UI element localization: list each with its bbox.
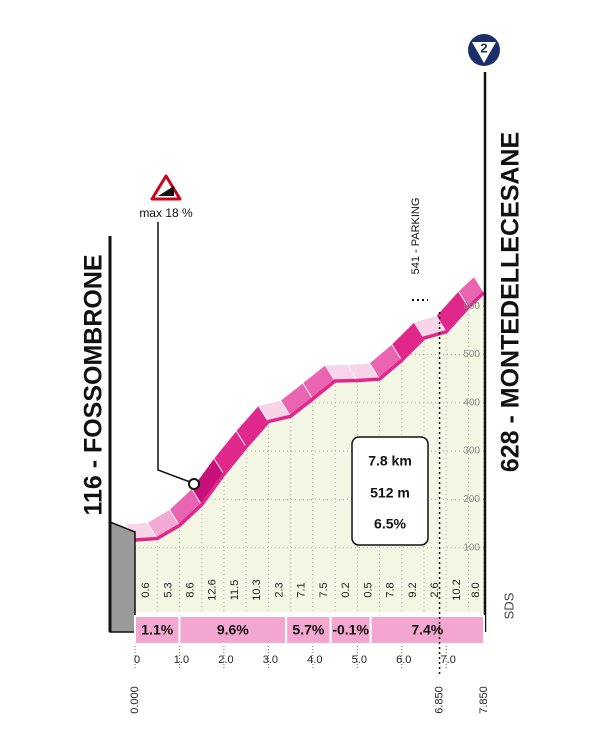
gradient-label: 9.2: [407, 582, 419, 597]
y-tick-label: 200: [463, 494, 480, 505]
x-tick-label: 6.0: [396, 654, 411, 666]
x-tick-label: 5.0: [352, 654, 367, 666]
y-tick-label: 500: [463, 349, 480, 360]
gradient-label: 2.6: [429, 582, 441, 597]
km-marker: 7.850: [478, 686, 490, 714]
badge-icon: [472, 42, 496, 63]
gradient-label: 0.5: [362, 582, 374, 597]
gradient-label: 10.2: [451, 579, 463, 600]
start-pillar: [109, 520, 136, 633]
sector: [285, 615, 332, 645]
max-gradient: max 18 %: [139, 206, 193, 220]
gradient-label: 11.5: [229, 580, 241, 601]
sector-label: 9.6%: [217, 622, 249, 638]
gradient-label: 8.6: [184, 582, 196, 597]
summary-distance: 7.8 km: [368, 453, 412, 469]
max-point: [188, 478, 200, 490]
plot-background: [135, 292, 484, 612]
y-tick-label: 100: [463, 542, 480, 553]
sector: [134, 615, 181, 645]
km-marker: 0.000: [129, 686, 141, 714]
sector-label: -0.1%: [332, 622, 369, 638]
gradient-label: 7.8: [385, 582, 397, 597]
y-tick-label: 300: [463, 446, 480, 457]
x-tick-label: 1.0: [174, 654, 189, 666]
area: [135, 292, 484, 612]
gradient-label: 5.3: [162, 582, 174, 597]
badge-number: 2: [480, 40, 487, 55]
gradient-label: 10.3: [251, 579, 263, 600]
y-tick-label: 400: [463, 397, 480, 408]
sector: [369, 615, 486, 645]
sector-label: 7.4%: [411, 622, 443, 638]
x-tick-label: 7.0: [441, 654, 456, 666]
sector-label: 5.7%: [292, 622, 324, 638]
start-label: 116 - FOSSOMBRONE: [80, 254, 108, 515]
x-tick-label: 0: [134, 654, 140, 666]
x-tick-label: 2.0: [218, 654, 233, 666]
parking-label: 541 - PARKING: [410, 198, 422, 275]
warning-slope: [158, 186, 174, 196]
gradient-label: 7.1: [296, 582, 308, 597]
x-tick-label: 4.0: [307, 654, 322, 666]
gradient-label: 0.2: [340, 582, 352, 597]
km-marker: 6.850: [433, 686, 445, 714]
profile: [124, 276, 486, 542]
pointer: [157, 222, 191, 483]
summary-gain: 512 m: [370, 485, 410, 501]
gradient-label: 12.6: [207, 579, 219, 600]
gradient-label: 8.0: [470, 582, 482, 597]
summary-gradient: 6.5%: [374, 516, 406, 532]
gradient-label: 0.6: [140, 582, 152, 597]
gradient-label: 2.3: [273, 582, 285, 597]
sector-label: 1.1%: [141, 622, 173, 638]
gradient-label: 7.5: [318, 582, 330, 597]
summary-box: [351, 436, 429, 546]
sds-label: SDS: [501, 592, 516, 619]
y-tick-label: 600: [463, 301, 480, 312]
profile-line: [134, 291, 486, 542]
end-label: 628 - MONTEDELLECESANE: [497, 132, 525, 472]
x-tick-label: 3.0: [263, 654, 278, 666]
